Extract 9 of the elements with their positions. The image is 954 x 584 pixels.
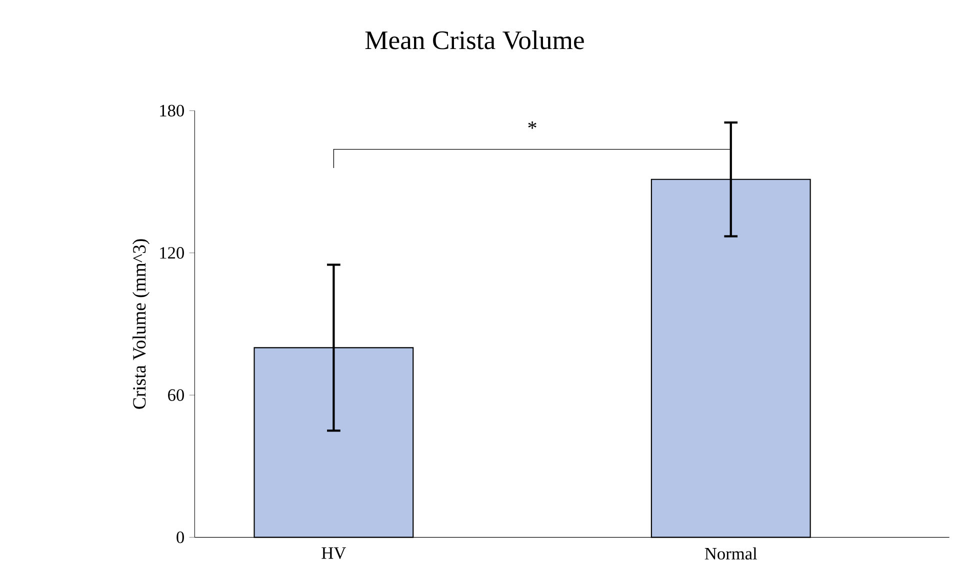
y-tick-label: 0 — [176, 531, 184, 544]
x-tick-label: HV — [322, 547, 346, 559]
annotation: * — [528, 121, 536, 129]
y-tick-label: 120 — [160, 247, 184, 259]
y-tick-label: 180 — [160, 104, 184, 116]
x-tick-label: Normal — [704, 547, 758, 560]
chart-title: Mean Crista Volume — [365, 30, 584, 50]
y-axis-title: Crista Volume (mm^3) — [132, 239, 150, 409]
y-tick-label: 60 — [168, 389, 184, 401]
